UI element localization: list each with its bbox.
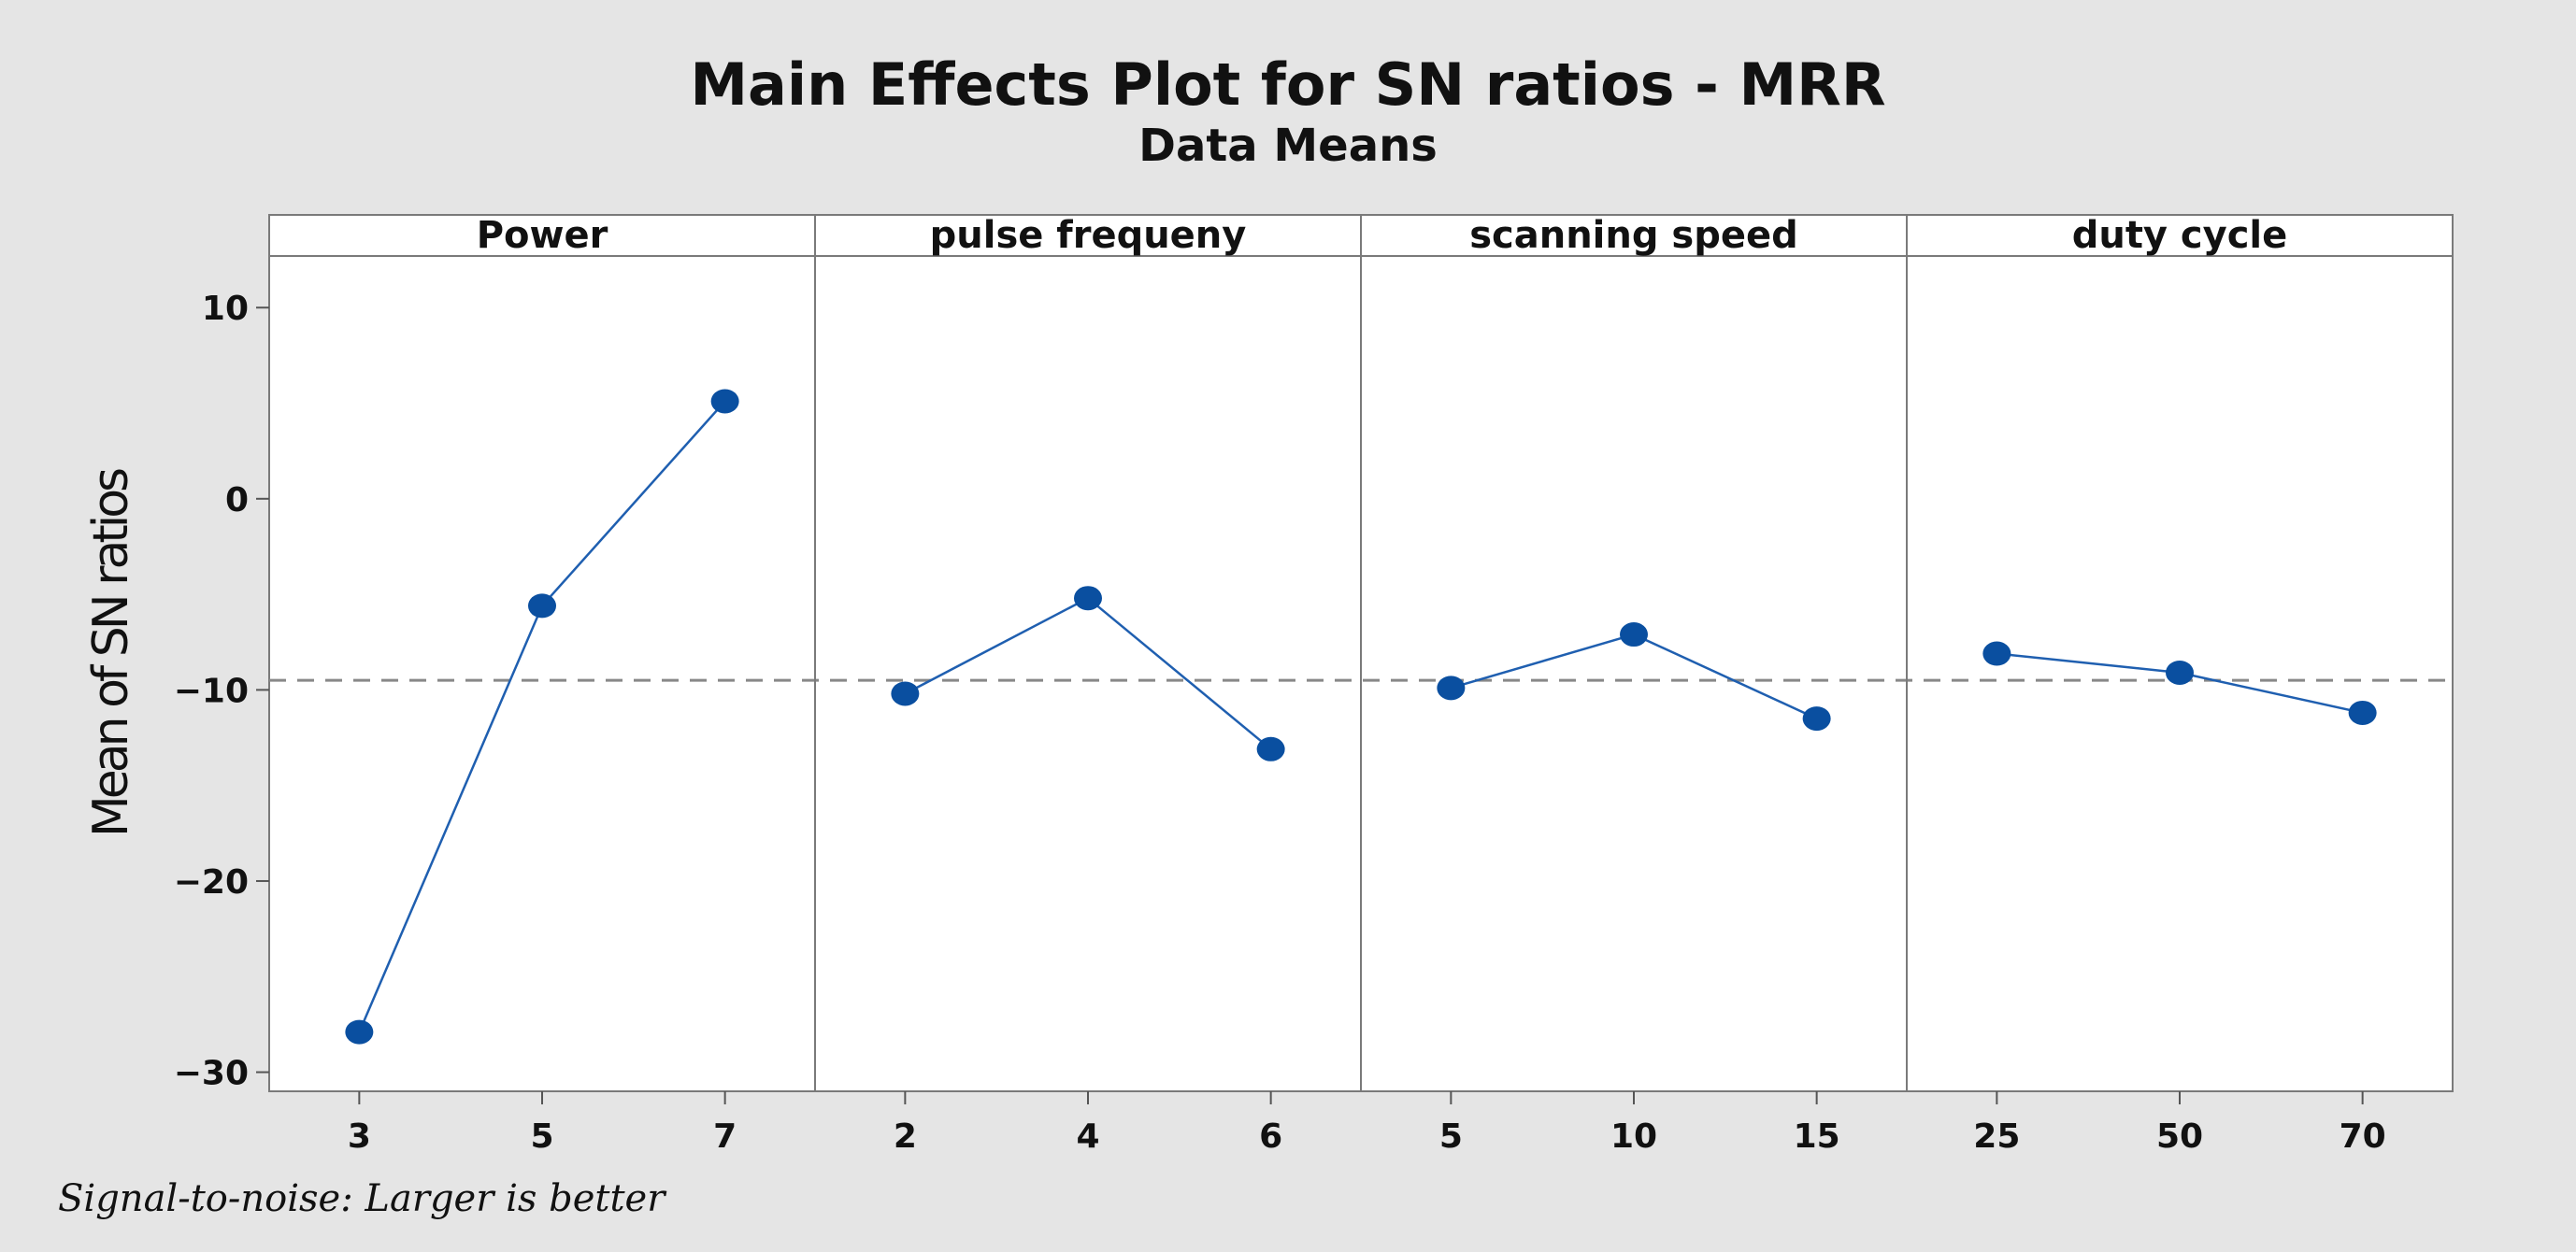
y-tick-label: 10 bbox=[202, 290, 249, 328]
x-tick-label: 7 bbox=[713, 1117, 737, 1156]
x-tick-label: 2 bbox=[894, 1117, 917, 1156]
x-tick-label: 10 bbox=[1610, 1117, 1657, 1156]
y-axis-label: Mean of SN ratios bbox=[83, 469, 139, 837]
data-point bbox=[1074, 586, 1102, 611]
x-tick-label: 25 bbox=[1973, 1117, 2020, 1156]
data-point bbox=[891, 681, 920, 706]
data-point bbox=[1802, 706, 1831, 732]
x-tick-label: 15 bbox=[1794, 1117, 1840, 1156]
y-tick-label: −10 bbox=[174, 672, 249, 710]
data-point bbox=[528, 593, 556, 619]
plot-area: 10 0 −10 −20 −30 Power 3 5 7 pulse frequeny 2 4 6 sca… bbox=[174, 214, 2454, 1156]
x-tick-label: 3 bbox=[348, 1117, 371, 1156]
data-point bbox=[710, 389, 739, 414]
chart-subtitle: Data Means bbox=[1138, 120, 1438, 172]
data-point bbox=[1256, 736, 1285, 761]
y-tick-label: −20 bbox=[174, 863, 249, 902]
data-point bbox=[2166, 660, 2194, 685]
panel-label: Power bbox=[477, 214, 608, 257]
data-point bbox=[345, 1019, 374, 1045]
x-tick-label: 5 bbox=[1439, 1117, 1463, 1156]
data-point bbox=[1982, 641, 2011, 666]
x-tick-label: 50 bbox=[2156, 1117, 2203, 1156]
chart-title: Main Effects Plot for SN ratios - MRR bbox=[690, 50, 1885, 119]
data-point bbox=[2348, 700, 2377, 725]
y-tick-label: −30 bbox=[174, 1055, 249, 1093]
panel-label: scanning speed bbox=[1469, 214, 1798, 257]
data-point bbox=[1620, 622, 1648, 647]
footnote: Signal-to-noise: Larger is better bbox=[58, 1177, 667, 1220]
panel-label: pulse frequeny bbox=[930, 214, 1247, 257]
y-tick-label: 0 bbox=[225, 481, 249, 519]
x-tick-label: 70 bbox=[2340, 1117, 2386, 1156]
data-point bbox=[1437, 676, 1466, 701]
panel-label: duty cycle bbox=[2072, 214, 2288, 257]
x-tick-label: 5 bbox=[530, 1117, 553, 1156]
x-tick-label: 4 bbox=[1076, 1117, 1099, 1156]
x-tick-label: 6 bbox=[1259, 1117, 1282, 1156]
